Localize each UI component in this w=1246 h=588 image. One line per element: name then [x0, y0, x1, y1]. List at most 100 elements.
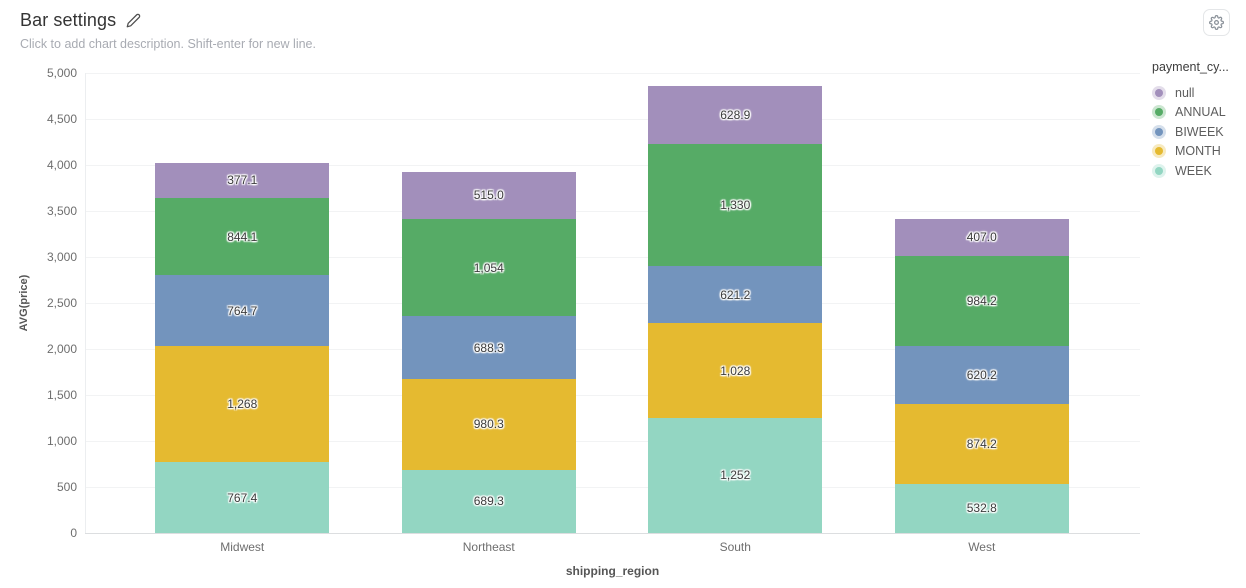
legend-item-biweek[interactable]: BIWEEK	[1152, 122, 1244, 142]
bar-value-label: 532.8	[966, 501, 997, 516]
bar-value-label: 1,028	[720, 363, 751, 378]
legend-item-month[interactable]: MONTH	[1152, 142, 1244, 162]
legend-item-annual[interactable]: ANNUAL	[1152, 103, 1244, 123]
bar-segment-west-week[interactable]: 532.8	[894, 483, 1069, 533]
gridline-2000	[85, 349, 1140, 350]
bar-segment-west-annual[interactable]: 984.2	[894, 255, 1069, 347]
legend-marker-biweek	[1152, 124, 1166, 139]
bar-value-label: 407.0	[966, 230, 997, 245]
chart-legend: payment_cy... null ANNUAL BIWEEK MONTH WEEK	[1152, 60, 1244, 181]
x-tick-label-northeast: Northeast	[462, 540, 515, 554]
legend-marker-annual	[1152, 105, 1166, 120]
bar-segment-northeast-null[interactable]: 515.0	[401, 171, 576, 220]
bar-segment-midwest-annual[interactable]: 844.1	[155, 197, 330, 276]
bar-value-label: 621.2	[720, 287, 751, 302]
gridline-3500	[85, 211, 1140, 212]
gridline-4500	[85, 119, 1140, 120]
bar-value-label: 689.3	[473, 494, 504, 509]
y-tick-label: 0	[70, 526, 77, 540]
y-tick-label: 500	[56, 480, 77, 494]
gridline-1000	[85, 441, 1140, 442]
gear-icon	[1209, 15, 1224, 30]
bar-segment-northeast-week[interactable]: 689.3	[401, 469, 576, 533]
legend-label: MONTH	[1175, 144, 1221, 159]
legend-title: payment_cy...	[1152, 60, 1229, 74]
x-tick-label-south: South	[719, 540, 751, 554]
bar-segment-northeast-annual[interactable]: 1,054	[401, 219, 576, 317]
legend-dot	[1155, 127, 1163, 136]
bar-segment-west-biweek[interactable]: 620.2	[894, 346, 1069, 404]
bar-segment-south-week[interactable]: 1,252	[648, 417, 823, 533]
bar-segment-midwest-null[interactable]: 377.1	[155, 163, 330, 198]
bar-value-label: 1,054	[473, 260, 504, 275]
gridline-2500	[85, 303, 1140, 304]
gridline-4000	[85, 165, 1140, 166]
bar-value-label: 980.3	[473, 417, 504, 432]
legend-item-null[interactable]: null	[1152, 83, 1244, 103]
bar-value-label: 688.3	[473, 340, 504, 355]
y-tick-label: 3,000	[46, 250, 77, 264]
bar-value-label: 1,330	[720, 197, 751, 212]
x-tick-label-midwest: Midwest	[220, 540, 265, 554]
y-tick-label: 2,500	[46, 296, 77, 310]
gridline-0	[85, 533, 1140, 534]
chart-title: Bar settings	[20, 10, 117, 30]
legend-marker-null	[1152, 85, 1166, 100]
bar-segment-west-month[interactable]: 874.2	[894, 403, 1069, 484]
legend-marker-month	[1152, 144, 1166, 159]
bar-segment-midwest-biweek[interactable]: 764.7	[155, 275, 330, 346]
bar-segment-south-annual[interactable]: 1,330	[648, 143, 823, 267]
bar-value-label: 874.2	[966, 436, 997, 451]
bar-segment-northeast-biweek[interactable]: 688.3	[401, 316, 576, 380]
edit-title-button[interactable]	[126, 13, 141, 28]
legend-label: BIWEEK	[1175, 124, 1224, 139]
y-tick-label: 3,500	[46, 204, 77, 218]
chart-description-placeholder[interactable]: Click to add chart description. Shift-en…	[20, 37, 316, 51]
legend-dot	[1155, 166, 1163, 175]
bar-value-label: 844.1	[227, 229, 258, 244]
gridline-500	[85, 487, 1140, 488]
bar-value-label: 1,252	[720, 468, 751, 483]
y-axis-title: AVG(price)	[18, 274, 30, 332]
gridline-1500	[85, 395, 1140, 396]
y-tick-label: 2,000	[46, 342, 77, 356]
bar-segment-midwest-month[interactable]: 1,268	[155, 345, 330, 463]
gridline-3000	[85, 257, 1140, 258]
legend-label: ANNUAL	[1175, 105, 1226, 120]
bar-segment-south-null[interactable]: 628.9	[648, 85, 823, 144]
bar-segment-south-biweek[interactable]: 621.2	[648, 266, 823, 324]
legend-dot	[1155, 108, 1163, 117]
bar-value-label: 764.7	[227, 303, 258, 318]
bar-value-label: 620.2	[966, 368, 997, 382]
bar-value-label: 377.1	[227, 173, 258, 188]
legend-label: null	[1175, 85, 1195, 100]
y-tick-label: 4,000	[46, 158, 77, 172]
y-tick-label: 5,000	[46, 66, 77, 80]
x-tick-label-west: West	[968, 540, 996, 554]
bar-segment-northeast-month[interactable]: 980.3	[401, 379, 576, 470]
chart-header: Bar settings Click to add chart descript…	[20, 10, 316, 51]
y-tick-label: 4,500	[46, 112, 77, 126]
legend-dot	[1155, 88, 1163, 97]
legend-dot	[1155, 147, 1163, 156]
y-tick-label: 1,000	[46, 434, 77, 448]
bar-value-label: 1,268	[227, 397, 258, 412]
bar-segment-west-null[interactable]: 407.0	[894, 218, 1069, 256]
bar-value-label: 984.2	[966, 294, 997, 309]
legend-item-week[interactable]: WEEK	[1152, 161, 1244, 181]
chart-settings-button[interactable]	[1203, 9, 1230, 36]
bar-segment-midwest-week[interactable]: 767.4	[155, 462, 330, 533]
y-axis-line	[85, 73, 86, 533]
bar-value-label: 628.9	[720, 107, 751, 122]
bar-value-label: 515.0	[473, 188, 504, 203]
y-tick-label: 1,500	[46, 388, 77, 402]
x-axis-title: shipping_region	[565, 564, 660, 578]
legend-label: WEEK	[1175, 163, 1212, 178]
legend-marker-week	[1152, 163, 1166, 178]
bar-segment-south-month[interactable]: 1,028	[648, 323, 823, 418]
gridline-5000	[85, 73, 1140, 74]
bar-value-label: 767.4	[227, 490, 258, 505]
pencil-icon	[126, 13, 141, 28]
